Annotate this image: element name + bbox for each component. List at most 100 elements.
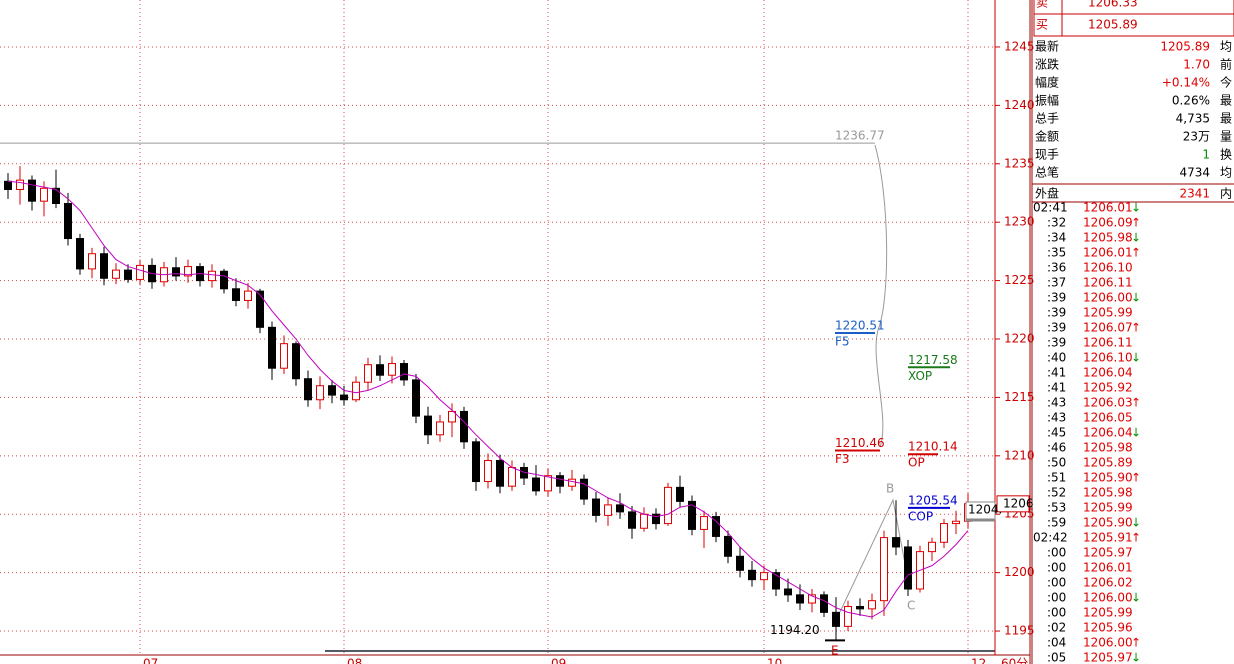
candle-body (64, 202, 72, 240)
y-tick-label: 1195 (1004, 624, 1035, 638)
panel-text: :53 (1047, 501, 1066, 515)
panel-text: ↓ (1131, 591, 1141, 605)
panel-text: :59 (1047, 516, 1066, 530)
annotation-name: XOP (908, 369, 932, 383)
candle-body (40, 187, 48, 202)
panel-text: :43 (1047, 411, 1066, 425)
panel-text: 均 (1220, 166, 1232, 180)
panel-text: 1205.91 (1083, 531, 1133, 545)
candle-body (820, 594, 828, 613)
panel-text: ↑ (1131, 531, 1141, 545)
panel-text: ↑ (1131, 321, 1141, 335)
panel-text: :52 (1047, 486, 1066, 500)
panel-text: ↓ (1131, 426, 1141, 440)
panel-text: 1205.89 (1083, 456, 1133, 470)
x-tick-label: 10 (767, 657, 782, 664)
y-tick-label: 1245 (1004, 39, 1035, 53)
panel-text: 1206.00 (1083, 291, 1133, 305)
candle-body (232, 288, 240, 301)
panel-text: :00 (1047, 561, 1066, 575)
panel-text: 1205.92 (1083, 381, 1133, 395)
candle-body (580, 478, 588, 500)
panel-text: :43 (1047, 396, 1066, 410)
candle-body (748, 569, 756, 581)
last-price-label: 1206 (1003, 496, 1034, 510)
y-tick-label: 1235 (1004, 156, 1035, 170)
candle-body (448, 410, 456, 423)
panel-text: :32 (1047, 216, 1066, 230)
panel-text: :04 (1047, 636, 1066, 650)
candle-body (424, 415, 432, 436)
panel-text: 金额 (1035, 129, 1059, 144)
panel-text: 1205.89 (1160, 40, 1210, 54)
candle-body (112, 269, 120, 279)
candle-body (544, 475, 552, 492)
candle-body (400, 363, 408, 381)
panel-text: 1205.97 (1083, 546, 1133, 560)
panel-text: 量 (1220, 130, 1232, 144)
ma-line (7, 180, 969, 618)
panel-text: 02:41 (1033, 201, 1068, 215)
candle-body (772, 572, 780, 590)
panel-text: 最 (1220, 112, 1232, 126)
panel-text: ↓ (1131, 351, 1141, 365)
panel-text: ↓ (1131, 516, 1141, 530)
x-tick-label: 07 (143, 657, 158, 664)
panel-text: ↓ (1131, 231, 1141, 245)
y-tick-label: 1220 (1004, 332, 1035, 346)
panel-text: 1205.99 (1083, 306, 1133, 320)
panel-text: 0.26% (1172, 94, 1210, 108)
panel-text: :36 (1047, 261, 1066, 275)
candle-body (172, 267, 180, 277)
panel-text: 总笔 (1035, 165, 1059, 180)
panel-text: :00 (1047, 576, 1066, 590)
candle-body (628, 511, 636, 529)
panel-text: 幅度 (1035, 75, 1059, 90)
panel-text: 1205.96 (1083, 621, 1133, 635)
panel-text: 1206.07 (1083, 321, 1133, 335)
candle-body (940, 523, 948, 543)
candle-body (856, 606, 864, 610)
panel-text: ↓ (1131, 651, 1141, 664)
candle-body (880, 537, 888, 602)
panel-text: :00 (1047, 606, 1066, 620)
candle-body (28, 179, 36, 202)
panel-text: :39 (1047, 291, 1066, 305)
point-label: B (886, 482, 894, 496)
candle-body (928, 541, 936, 553)
panel-text: 1206.02 (1083, 576, 1133, 590)
candle-body (484, 459, 492, 483)
candle-body (784, 588, 792, 596)
panel-text: 1206.11 (1083, 276, 1133, 290)
panel-text: 1206.09 (1083, 216, 1133, 230)
panel-text: 买 (1036, 18, 1048, 32)
candle-body (592, 498, 600, 516)
annotation-name: E (831, 644, 839, 658)
panel-text: 换 (1220, 148, 1232, 162)
panel-text: 1206.10 (1083, 261, 1133, 275)
candle-body (904, 546, 912, 590)
candle-body (364, 364, 372, 383)
x-tick-label: 09 (551, 657, 566, 664)
annotation-name: F5 (835, 335, 850, 349)
cursor-label: 1204. (968, 503, 1002, 517)
candle-body (604, 504, 612, 516)
candle-body (532, 477, 540, 492)
y-tick-label: 1240 (1004, 98, 1035, 112)
y-tick-label: 1210 (1004, 448, 1035, 462)
panel-text: 前 (1220, 57, 1232, 72)
panel-text: 涨跌 (1035, 57, 1059, 72)
panel-text: 1206.00 (1083, 591, 1133, 605)
panel-text: 1205.90 (1083, 471, 1133, 485)
drawing-curve (874, 144, 888, 448)
panel-text: 1206.01 (1083, 246, 1133, 260)
panel-text: ↑ (1131, 471, 1141, 485)
last-price-box (996, 495, 1030, 513)
candle-body (556, 475, 564, 487)
panel-text: ↑ (1131, 396, 1141, 410)
panel-text: 卖 (1036, 0, 1048, 10)
panel-text: 1 (1202, 148, 1210, 162)
panel-text: :40 (1047, 351, 1066, 365)
